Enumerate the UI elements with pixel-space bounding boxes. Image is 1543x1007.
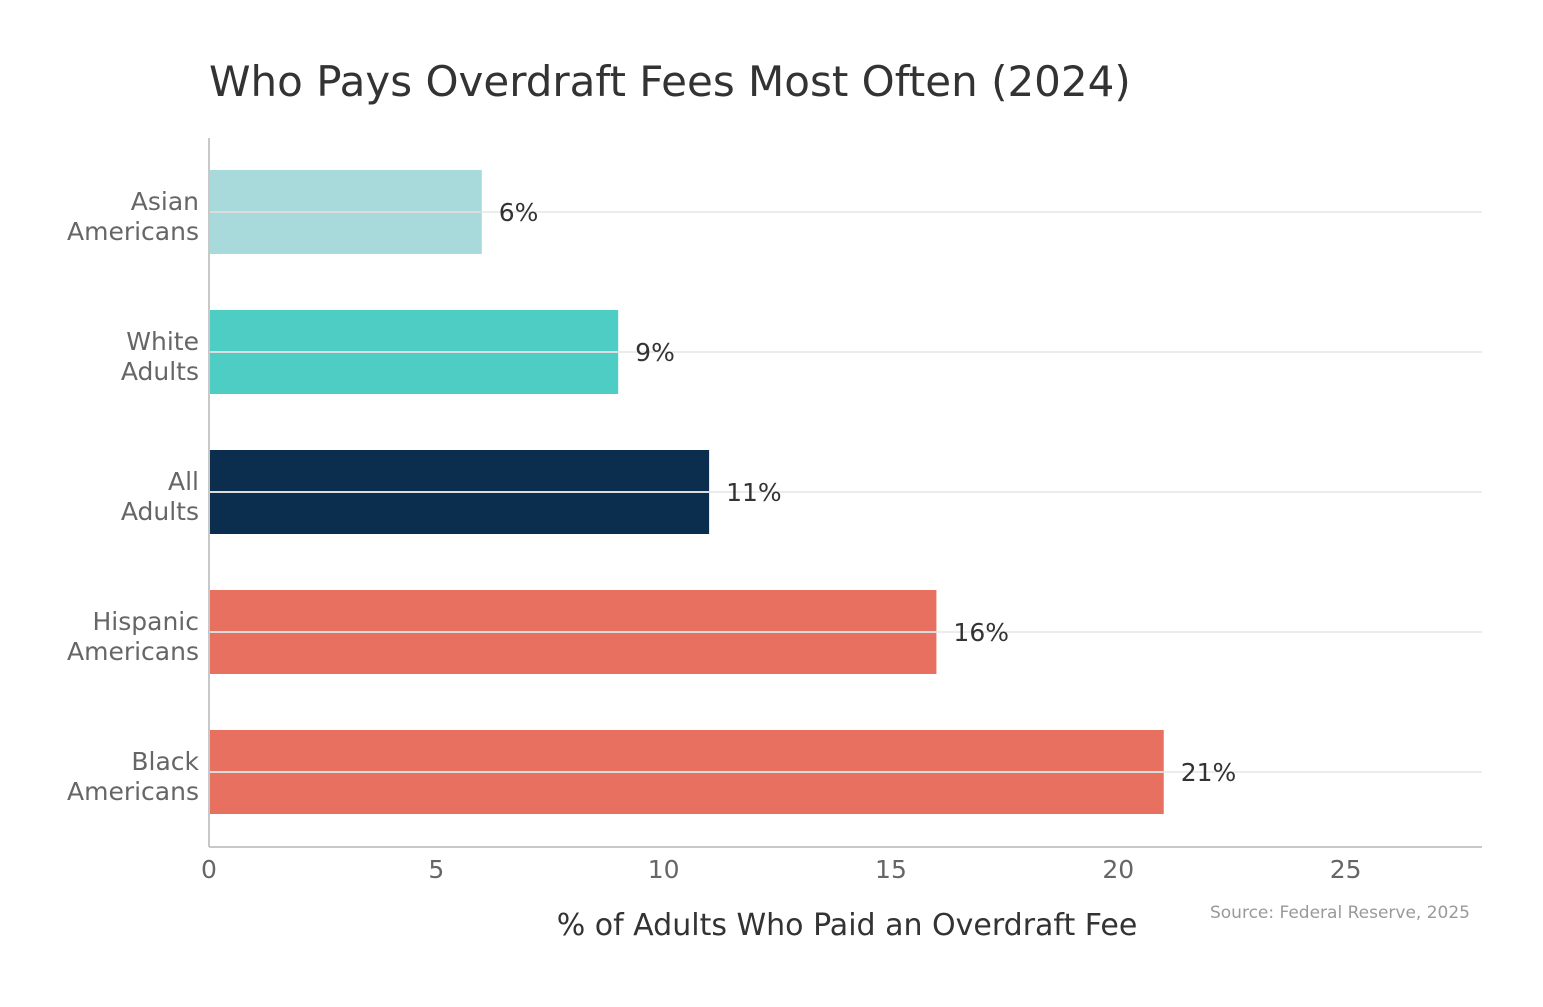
- source-note: Source: Federal Reserve, 2025: [1210, 903, 1470, 923]
- data-label: 11%: [726, 478, 782, 507]
- y-tick-label: All Adults: [121, 467, 199, 526]
- y-tick-label: Black Americans: [67, 747, 200, 806]
- data-label: 21%: [1181, 758, 1237, 787]
- x-tick-label: 0: [201, 855, 217, 884]
- y-tick-label: Asian Americans: [67, 187, 199, 246]
- x-tick-label: 20: [1102, 855, 1134, 884]
- data-label: 6%: [499, 198, 539, 227]
- y-tick-label: Hispanic Americans: [67, 607, 199, 666]
- x-axis-label: % of Adults Who Paid an Overdraft Fee: [557, 908, 1138, 943]
- x-tick-label: 10: [648, 855, 680, 884]
- data-label: 9%: [635, 338, 675, 367]
- y-tick-label: White Adults: [121, 327, 199, 386]
- x-tick-label: 25: [1330, 855, 1362, 884]
- x-tick-label: 5: [428, 855, 444, 884]
- data-label: 16%: [953, 618, 1009, 647]
- x-tick-label: 15: [875, 855, 907, 884]
- chart-title: Who Pays Overdraft Fees Most Often (2024…: [209, 57, 1131, 106]
